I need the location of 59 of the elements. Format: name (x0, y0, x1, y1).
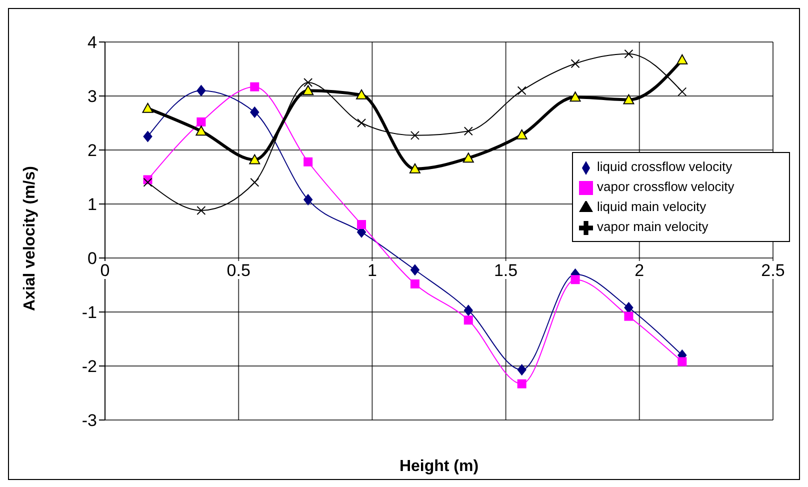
point (516, 129, 528, 140)
point (410, 130, 420, 140)
point (250, 82, 260, 92)
x-tick-label: 1 (367, 261, 377, 280)
point (462, 152, 474, 163)
point (410, 264, 420, 276)
point (356, 89, 368, 100)
legend-label: liquid crossflow velocity (597, 159, 732, 174)
y-tick-label: -3 (82, 411, 97, 430)
legend-label: liquid main velocity (597, 199, 706, 214)
point (678, 87, 687, 96)
point (678, 357, 687, 366)
x-tick-label: 2.5 (761, 261, 785, 280)
point (142, 102, 154, 113)
point (517, 86, 526, 96)
point (304, 78, 313, 87)
y-tick-label: 4 (88, 33, 97, 52)
point (624, 312, 634, 321)
y-tick-label: 3 (88, 87, 97, 106)
point (464, 304, 473, 316)
point (196, 117, 206, 126)
x-tick-label: 2 (634, 261, 644, 280)
x-axis-title: Height (m) (399, 458, 479, 475)
point (624, 49, 634, 58)
legend-label: vapor crossflow velocity (597, 179, 734, 194)
point (196, 85, 206, 96)
point (464, 126, 473, 136)
point (143, 131, 152, 142)
point (570, 59, 580, 68)
point (249, 154, 260, 164)
x-tick-label: 1.5 (494, 261, 518, 280)
point (304, 194, 313, 206)
y-tick-label: -1 (82, 303, 97, 322)
point (357, 220, 366, 230)
point (196, 206, 206, 215)
point (517, 364, 526, 376)
x-tick-label: 0 (100, 261, 110, 280)
point (143, 178, 152, 187)
point (409, 163, 420, 174)
y-tick-label: 1 (88, 195, 97, 214)
point (196, 126, 207, 136)
point (570, 275, 580, 284)
point (623, 94, 634, 104)
point (357, 118, 366, 128)
point (410, 279, 420, 288)
legend-label: vapor main velocity (597, 219, 708, 234)
point (250, 178, 260, 187)
y-tick-label: 2 (88, 141, 97, 160)
x-tick-label: 0.5 (226, 261, 250, 280)
y-tick-label: -2 (82, 357, 97, 376)
point (250, 106, 260, 118)
point (464, 316, 473, 325)
point (570, 92, 581, 102)
point (676, 54, 688, 64)
y-axis-title: Axial velocity (m/s) (22, 166, 39, 311)
point (302, 85, 314, 96)
point (304, 157, 313, 166)
point (517, 379, 526, 388)
point (624, 302, 634, 314)
